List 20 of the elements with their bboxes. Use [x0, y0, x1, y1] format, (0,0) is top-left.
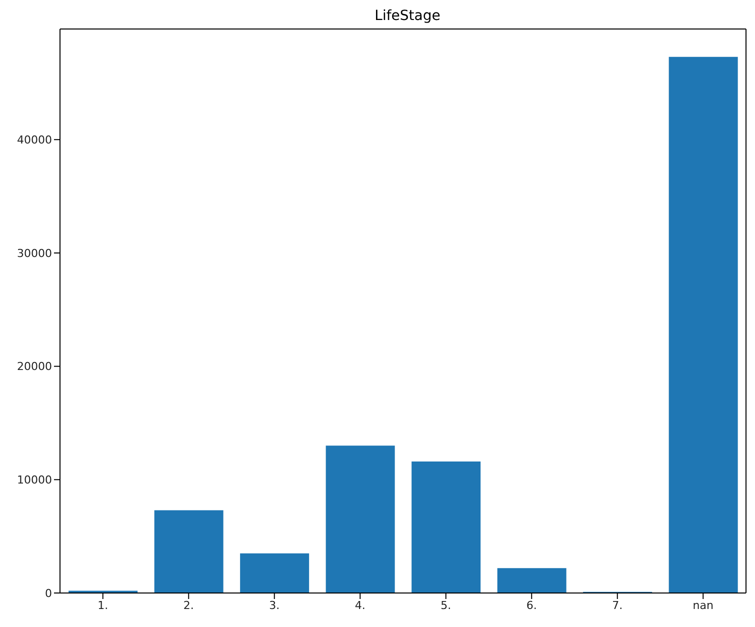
bar	[240, 553, 310, 593]
x-tick-label: 3.	[269, 598, 280, 612]
chart-title: LifeStage	[374, 8, 442, 26]
y-tick-label: 20000	[17, 360, 52, 374]
y-tick-label: 0	[45, 586, 52, 600]
x-tick-label: 6.	[526, 598, 537, 612]
bar	[412, 462, 481, 593]
x-tick-label: 5.	[440, 598, 452, 612]
x-tick-label: nan	[692, 598, 714, 612]
x-tick-label: 2.	[183, 598, 194, 612]
bar	[154, 510, 224, 593]
bar	[497, 568, 566, 593]
y-tick-label: 30000	[17, 246, 52, 260]
y-tick-label: 10000	[17, 474, 52, 487]
bar	[326, 446, 395, 593]
x-tick-label: 7.	[612, 598, 623, 612]
bar	[668, 56, 738, 593]
x-tick-label: 1.	[98, 598, 108, 612]
y-tick-label: 40000	[17, 134, 52, 147]
x-tick-label: 4.	[354, 598, 366, 612]
